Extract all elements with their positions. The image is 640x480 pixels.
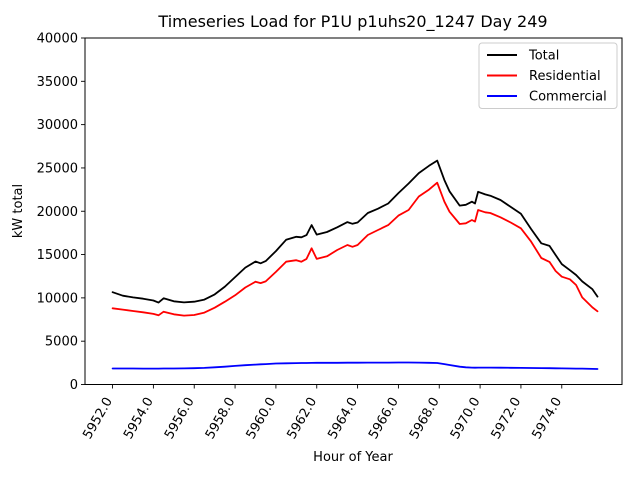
y-tick-label: 0 [70,378,78,393]
x-tick-label: 5956.0 [162,395,198,442]
y-tick-label: 30000 [37,118,78,133]
x-tick-label: 5968.0 [407,395,443,442]
y-tick-label: 35000 [37,75,78,90]
y-axis-label: kW total [11,184,26,238]
x-axis-label: Hour of Year [313,450,393,465]
legend: Total Residential Commercial [478,42,618,109]
x-tick-label: 5952.0 [80,395,116,442]
x-tick-label: 5954.0 [121,395,157,442]
y-tick-label: 40000 [37,32,78,47]
legend-box [478,42,618,109]
series-line-total [111,159,599,304]
x-tick-label: 5964.0 [325,395,361,442]
y-tick-label: 15000 [37,248,78,263]
x-tick-label: 5974.0 [529,395,565,442]
x-tick-label: 5958.0 [203,395,239,442]
series-line-commercial [111,361,599,370]
y-tick-label: 5000 [45,335,78,350]
x-tick-label: 5966.0 [366,395,402,442]
y-tick-label: 25000 [37,161,78,176]
x-tick-label: 5962.0 [284,395,320,442]
x-tick-label: 5960.0 [244,395,280,442]
x-tick-label: 5972.0 [489,395,525,442]
series-line-residential [111,181,599,317]
chart-title: Timeseries Load for P1U p1uhs20_1247 Day… [157,12,547,32]
y-tick-label: 10000 [37,291,78,306]
x-tick-label: 5970.0 [448,395,484,442]
legend-label-commercial: Commercial [529,90,607,105]
legend-label-residential: Residential [529,69,601,84]
y-tick-label: 20000 [37,205,78,220]
legend-label-total: Total [528,49,559,64]
